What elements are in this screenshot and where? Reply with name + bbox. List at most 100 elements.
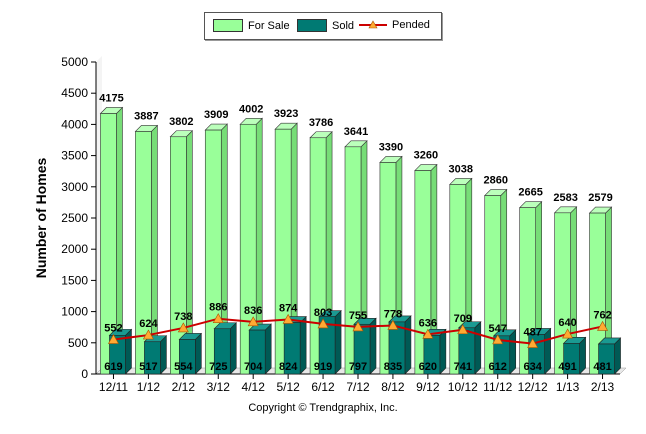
pended-marker: [212, 313, 224, 324]
x-tick-label: 3/12: [207, 380, 231, 394]
sold-data-label: 619: [104, 361, 122, 373]
for-sale-bar: [170, 136, 187, 375]
pended-data-label: 836: [244, 305, 262, 317]
sold-bar: [563, 343, 580, 375]
sold-data-label: 491: [558, 361, 576, 373]
for-sale-bar: [589, 212, 606, 375]
for-sale-data-label: 3802: [169, 116, 193, 128]
x-tick-label: 12/12: [518, 380, 548, 394]
for-sale-bar: [414, 170, 432, 375]
x-tick-label: 4/12: [242, 380, 266, 394]
sold-bar: [423, 335, 441, 375]
legend-item-for-sale: For Sale: [213, 19, 290, 32]
sold-data-label: 835: [384, 361, 402, 373]
sold-bar: [388, 321, 406, 375]
pended-marker: [387, 319, 399, 330]
pended-marker: [492, 334, 504, 345]
sold-bar-side: [299, 315, 307, 375]
x-tick-label: 2/12: [172, 380, 196, 394]
pended-marker: [527, 337, 539, 348]
sold-data-label: 919: [314, 361, 332, 373]
legend-label-sold: Sold: [332, 19, 355, 32]
pended-data-label: 762: [593, 309, 611, 321]
sold-bar-side: [264, 323, 272, 375]
sold-bar-side: [229, 322, 237, 375]
sold-data-label: 824: [279, 361, 298, 373]
legend-pended-marker-icon: [359, 20, 387, 29]
x-tick-label: 11/12: [483, 380, 512, 394]
for-sale-data-label: 3641: [344, 126, 368, 138]
sold-bar-side: [509, 329, 517, 375]
sold-data-label: 612: [489, 361, 507, 373]
sold-bar: [213, 328, 231, 375]
for-sale-bar: [204, 129, 222, 375]
for-sale-data-label: 3786: [309, 117, 333, 129]
sold-bar: [144, 341, 161, 375]
pended-marker: [422, 328, 434, 339]
x-tick-label: 1/13: [556, 380, 580, 394]
sold-bar-side: [474, 321, 482, 375]
y-tick-label: 500: [68, 336, 88, 350]
sold-data-label: 517: [139, 361, 157, 373]
for-sale-bar: [274, 128, 292, 375]
pended-data-label: 738: [174, 311, 192, 323]
pended-marker: [247, 316, 259, 327]
sold-data-label: 634: [523, 361, 542, 373]
pended-marker: [457, 324, 469, 335]
sold-bar: [109, 335, 126, 375]
legend-swatch-pended: [359, 19, 387, 31]
pended-data-label: 874: [279, 302, 298, 314]
for-sale-data-label: 2583: [553, 192, 577, 204]
sold-bar: [318, 316, 336, 375]
sold-bar: [353, 323, 371, 375]
pended-data-label: 624: [139, 318, 158, 330]
legend-label-for-sale: For Sale: [248, 19, 290, 32]
for-sale-data-label: 4175: [99, 92, 123, 104]
x-tick-label: 8/12: [381, 380, 405, 394]
sold-bar: [493, 335, 511, 375]
pended-marker: [282, 313, 294, 324]
x-tick-label: 9/12: [416, 380, 440, 394]
sold-bar-side: [334, 309, 342, 375]
sold-bar-side: [125, 328, 132, 375]
pended-marker: [107, 333, 119, 344]
sold-bar: [598, 343, 615, 375]
for-sale-data-label: 3390: [379, 141, 403, 153]
sold-bar-side: [195, 332, 202, 375]
sold-bar: [458, 327, 476, 375]
copyright-text: Copyright © Trendgraphix, Inc.: [248, 402, 398, 414]
legend-label-pended: Pended: [392, 19, 430, 31]
legend-swatch-sold: [297, 19, 327, 32]
sold-data-label: 620: [419, 361, 437, 373]
y-tick-label: 0: [81, 367, 88, 381]
sold-bar-side: [544, 327, 551, 375]
pended-data-label: 552: [104, 323, 122, 335]
y-axis-title: Number of Homes: [33, 158, 49, 279]
for-sale-bar: [239, 123, 257, 375]
for-sale-bar: [100, 113, 117, 375]
y-tick-label: 2500: [61, 211, 88, 225]
sold-bar-side: [439, 328, 447, 375]
for-sale-data-label: 3887: [134, 110, 158, 122]
pended-marker: [317, 318, 329, 329]
pended-data-label: 778: [384, 308, 402, 320]
sold-data-label: 704: [244, 361, 263, 373]
pended-data-label: 487: [523, 327, 541, 339]
for-sale-data-label: 2860: [483, 175, 507, 187]
y-tick-label: 4000: [61, 117, 88, 131]
x-tick-label: 7/12: [346, 380, 370, 394]
sold-bar: [248, 329, 266, 375]
pended-data-label: 886: [209, 302, 227, 314]
sold-data-label: 741: [454, 361, 472, 373]
x-tick-label: 2/13: [591, 380, 615, 394]
x-tick-label: 1/12: [137, 380, 161, 394]
pended-marker: [597, 320, 609, 331]
pended-data-label: 709: [454, 313, 472, 325]
x-tick-label: 5/12: [276, 380, 300, 394]
for-sale-bar: [344, 146, 362, 375]
y-tick-label: 5000: [61, 55, 88, 69]
pended-data-label: 755: [349, 310, 367, 322]
legend-swatch-for-sale: [213, 19, 243, 32]
pended-data-label: 640: [558, 317, 576, 329]
for-sale-bar: [135, 131, 152, 375]
